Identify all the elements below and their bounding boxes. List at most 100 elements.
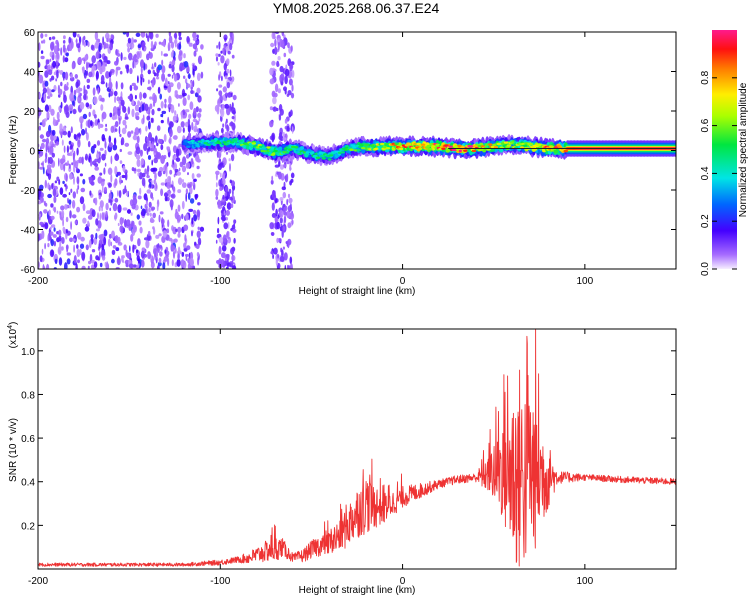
spectrogram-cell xyxy=(136,168,141,173)
spectrogram-cell xyxy=(224,191,227,197)
spectrogram-cell xyxy=(315,156,321,159)
spectrogram-cell xyxy=(183,224,189,231)
spectrogram-cell xyxy=(127,151,133,156)
spectrogram-cell xyxy=(185,213,189,221)
spectrogram-cell xyxy=(230,247,235,255)
spectrogram-cell xyxy=(276,237,279,244)
spectrogram-cell xyxy=(85,210,91,215)
spectrogram-cell xyxy=(225,266,229,269)
spectrogram-cell xyxy=(168,107,171,113)
spectrogram-cell xyxy=(271,133,275,143)
spectrogram-cell xyxy=(104,127,108,132)
spectrogram-cell xyxy=(95,70,99,80)
spectrogram-cell xyxy=(99,212,102,221)
spectrogram-cell xyxy=(141,259,145,268)
spectrogram-cell xyxy=(62,55,65,63)
spectrogram-cell xyxy=(215,182,218,188)
spectrogram-cell xyxy=(63,35,66,40)
spectrogram-cell xyxy=(132,197,138,206)
spectrogram-cell xyxy=(44,202,48,207)
spectrogram-cell xyxy=(147,86,152,91)
spectrogram-cell xyxy=(220,50,223,54)
spectrogram-cell xyxy=(218,90,223,97)
spectrogram-cell xyxy=(48,156,53,165)
spectrogram-cell xyxy=(50,41,55,51)
spectrogram-cell xyxy=(227,221,230,229)
spectrogram-cell xyxy=(233,113,236,123)
spectrogram-cell xyxy=(217,53,221,57)
spectrogram-cell xyxy=(123,244,127,251)
spectrogram-cell xyxy=(98,234,103,240)
spectrogram-cell xyxy=(134,53,137,59)
spectrogram-cell xyxy=(124,142,130,147)
spectrogram-cell xyxy=(44,242,46,250)
snr-y-tick-label: 1.0 xyxy=(21,347,35,358)
spectrogram-cell xyxy=(172,226,177,235)
spectrogram-cell xyxy=(49,58,52,62)
spectrogram-cell xyxy=(38,125,41,131)
spectrogram-cell xyxy=(41,248,44,255)
spectrogram-cell xyxy=(133,85,139,91)
spectrogram-cell xyxy=(42,39,46,44)
spectrogram-cell xyxy=(109,42,113,51)
spectrogram-cell xyxy=(88,111,91,118)
spectrogram-cell xyxy=(50,75,55,81)
spectrogram-cell xyxy=(221,173,226,182)
spectrogram-cell xyxy=(73,254,77,264)
spectrogram-cell xyxy=(231,107,236,114)
figure-title: YM08.2025.268.06.37.E24 xyxy=(273,0,440,16)
spectrogram-cell xyxy=(192,80,195,88)
spectrogram-cell xyxy=(63,145,66,153)
spectrogram-cell xyxy=(193,50,197,57)
spectrogram-cell xyxy=(435,143,440,146)
spectrogram-cell xyxy=(50,108,55,116)
spectrogram-cell xyxy=(136,159,141,168)
spectrogram-cell xyxy=(108,182,112,188)
spectrogram-cell xyxy=(199,226,205,232)
spectrogram-cell xyxy=(85,244,89,251)
spectrogram-cell xyxy=(194,241,197,246)
spectrogram-cell xyxy=(90,44,94,51)
spectrogram-signal-layer xyxy=(181,131,676,167)
spectrogram-cell xyxy=(105,202,109,211)
spectrogram-cell xyxy=(82,203,86,212)
spectrogram-cell xyxy=(122,207,128,211)
spectrogram-cell xyxy=(70,85,73,95)
spectrogram-cell xyxy=(284,264,287,269)
spectrogram-noise-layer xyxy=(38,32,295,269)
spectrogram-cell xyxy=(164,192,169,198)
spectrogram-cell xyxy=(164,98,167,104)
spectrogram-cell xyxy=(380,142,385,146)
spectrogram-cell xyxy=(115,49,118,56)
spectrogram-cell xyxy=(135,146,141,155)
spectrogram-cell xyxy=(148,201,152,208)
spectrogram-cell xyxy=(221,103,225,111)
spectrogram-cell xyxy=(279,108,284,116)
spectrogram-cell xyxy=(150,117,154,123)
spectrogram-cell xyxy=(55,61,59,66)
spectrogram-cell xyxy=(64,71,69,81)
spectrogram-cell xyxy=(142,114,145,123)
spectrogram-cell xyxy=(38,213,41,218)
spectrogram-cell xyxy=(232,94,237,101)
spectrogram-cell xyxy=(50,239,55,247)
spectrogram-cell xyxy=(398,147,404,151)
snr-scale-suffix: ) xyxy=(8,322,19,325)
spectrogram-cell xyxy=(160,144,164,151)
spectrogram-cell xyxy=(51,36,56,40)
spectrogram-cell xyxy=(136,214,140,220)
spectrogram-cell xyxy=(160,50,163,56)
spectrogram-cell xyxy=(153,147,158,153)
spectrogram-cell xyxy=(194,194,198,200)
spectrogram-cell xyxy=(79,243,85,249)
spectrogram-cell xyxy=(275,208,278,217)
spectrogram-cell xyxy=(57,246,62,255)
spectrogram-cell xyxy=(115,80,118,90)
spectrogram-cell xyxy=(83,94,87,101)
spectrogram-cell xyxy=(148,146,150,152)
spectrogram-cell xyxy=(65,173,68,182)
spectrogram-cell xyxy=(69,151,73,157)
spectrogram-cell xyxy=(225,217,229,221)
spectrogram-cell xyxy=(175,157,181,162)
spectrogram-cell xyxy=(46,263,50,269)
